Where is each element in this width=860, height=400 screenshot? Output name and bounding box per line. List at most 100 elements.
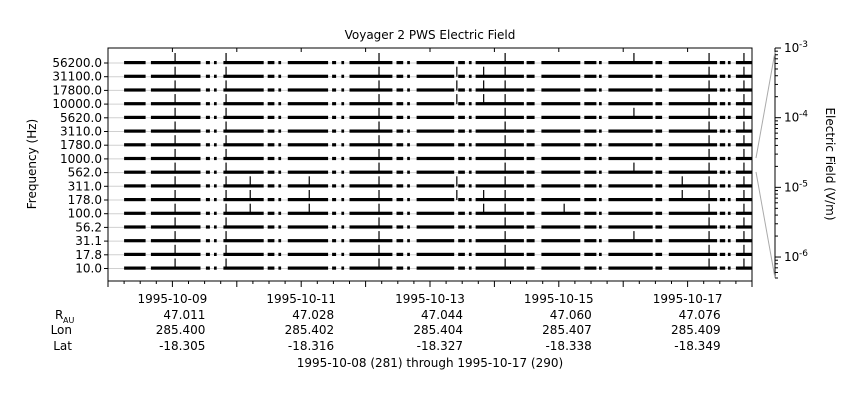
channel-data-segment (584, 61, 597, 65)
channel-data-segment (541, 198, 581, 202)
channel-data-segment (214, 129, 217, 133)
channel-data-segment (475, 129, 524, 133)
channel-data-segment (223, 225, 264, 229)
channel-data-segment (223, 88, 264, 92)
channel-data-segment (475, 143, 524, 147)
channel-data-segment (599, 74, 602, 78)
channel-data-segment (416, 88, 455, 92)
channel-data-segment (655, 239, 663, 243)
channel-data-segment (223, 252, 264, 256)
y-tick-label: 5620.0 (60, 111, 102, 125)
channel-data-segment (150, 211, 201, 215)
channel-data-segment (205, 239, 210, 243)
channel-data-segment (599, 143, 602, 147)
channel-data-segment (341, 170, 345, 174)
channel-data-segment (205, 74, 210, 78)
channel-data-segment (608, 115, 653, 119)
channel-data-segment (727, 225, 731, 229)
channel-data-segment (349, 156, 393, 161)
channel-data-segment (541, 239, 581, 243)
channel-data-segment (599, 266, 602, 270)
channel-data-segment (727, 170, 731, 174)
channel-data-segment (214, 143, 217, 147)
channel-data-segment (526, 198, 535, 202)
channel-data-segment (267, 156, 275, 161)
channel-data-segment (655, 61, 663, 65)
channel-data-segment (150, 266, 201, 270)
channel-data-segment (608, 102, 653, 106)
channel-data-segment (205, 129, 210, 133)
channel-data-segment (526, 88, 535, 92)
channel-data-segment (205, 61, 210, 65)
channel-data-segment (214, 74, 217, 78)
channel-data-segment (349, 266, 393, 270)
channel-strips (108, 61, 752, 270)
channel-data-segment (599, 88, 602, 92)
channel-data-segment (214, 211, 217, 215)
ephem-value: 47.044 (421, 308, 463, 322)
channel-data-segment (267, 74, 275, 78)
colorbar-tick-exponent: -5 (799, 179, 808, 189)
channel-data-segment (468, 184, 472, 188)
channel-data-segment (124, 156, 146, 161)
ephem-value: 47.028 (292, 308, 334, 322)
channel-data-segment (223, 61, 264, 65)
colorbar-tick-exponent: -6 (799, 249, 808, 259)
x-tick-label: 1995-10-17 (653, 292, 723, 306)
channel-data-segment (584, 129, 597, 133)
channel-data-segment (541, 266, 581, 270)
channel-data-segment (349, 143, 393, 147)
y-tick-label: 3110.0 (60, 125, 102, 139)
channel-data-segment (214, 115, 217, 119)
channel-data-segment (468, 102, 472, 106)
channel-data-segment (541, 115, 581, 119)
channel-data-segment (278, 225, 282, 229)
y-tick-label: 1780.0 (60, 138, 102, 152)
channel-data-segment (719, 129, 726, 133)
channel-data-segment (655, 74, 663, 78)
channel-data-segment (278, 129, 282, 133)
channel-data-segment (396, 156, 404, 161)
channel-data-segment (332, 156, 337, 161)
channel-data-segment (608, 156, 653, 161)
channel-data-segment (150, 74, 201, 78)
channel-data-segment (727, 211, 731, 215)
channel-data-segment (526, 156, 535, 161)
y-axis-label: Frequency (Hz) (25, 119, 39, 210)
channel-data-segment (719, 61, 726, 65)
channel-data-segment (396, 184, 404, 188)
channel-data-segment (332, 266, 337, 270)
channel-data-segment (407, 225, 410, 229)
channel-data-segment (599, 61, 602, 65)
channel-data-segment (124, 129, 146, 133)
channel-data-segment (458, 211, 465, 215)
channel-data-segment (332, 143, 337, 147)
channel-data-segment (150, 61, 201, 65)
channel-data-segment (205, 198, 210, 202)
channel-data-segment (599, 211, 602, 215)
y-tick-label: 100.0 (68, 207, 102, 221)
channel-data-segment (719, 266, 726, 270)
channel-data-segment (668, 184, 718, 188)
channel-data-segment (719, 225, 726, 229)
ephem-lat-label: Lat (53, 339, 72, 353)
channel-data-segment (727, 115, 731, 119)
channel-data-segment (278, 198, 282, 202)
channel-data-segment (458, 129, 465, 133)
channel-data-segment (526, 252, 535, 256)
channel-data-segment (332, 184, 337, 188)
channel-data-segment (287, 74, 329, 78)
channel-data-segment (214, 88, 217, 92)
channel-data-segment (526, 211, 535, 215)
channel-data-segment (468, 252, 472, 256)
channel-data-segment (332, 211, 337, 215)
channel-data-segment (541, 102, 581, 106)
channel-data-segment (727, 239, 731, 243)
channel-data-segment (124, 143, 146, 147)
channel-data-segment (719, 74, 726, 78)
channel-data-segment (214, 61, 217, 65)
channel-data-segment (150, 170, 201, 174)
channel-data-segment (124, 74, 146, 78)
channel-data-segment (458, 239, 465, 243)
channel-data-segment (608, 239, 653, 243)
